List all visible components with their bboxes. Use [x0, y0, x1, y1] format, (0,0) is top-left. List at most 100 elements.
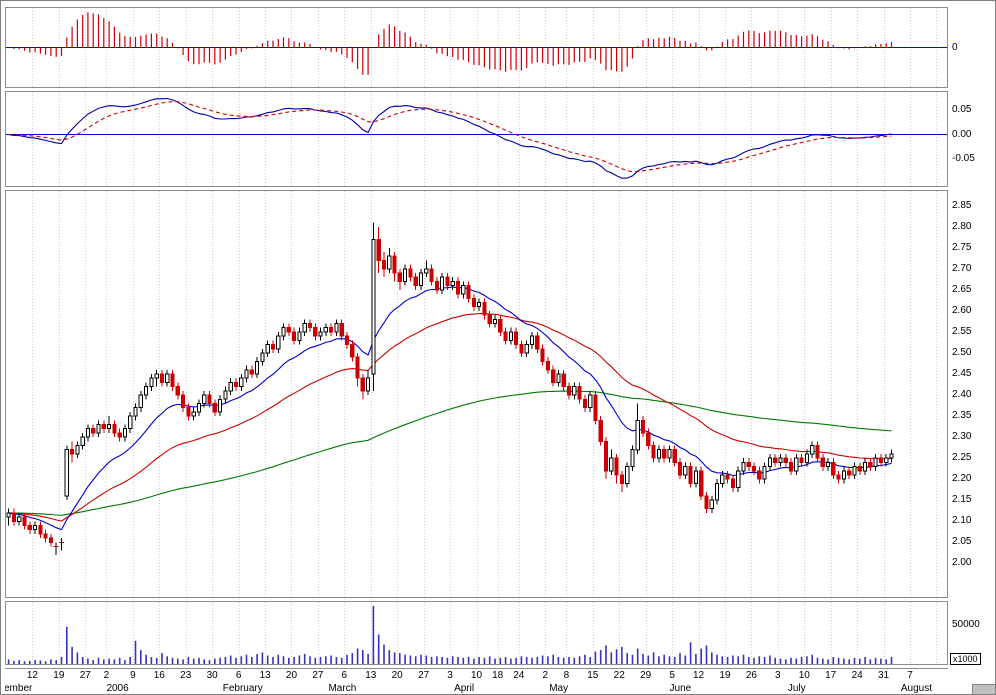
candle: [656, 449, 661, 459]
price-axis-label: 2.10: [952, 515, 972, 527]
date-axis-label: 12: [26, 670, 38, 681]
candle: [868, 461, 873, 468]
candle: [630, 449, 635, 468]
candle: [884, 457, 889, 463]
candle: [223, 390, 228, 400]
candle: [572, 386, 577, 396]
price-axis-label: 2.40: [952, 389, 972, 401]
candle: [662, 449, 667, 459]
candle: [461, 285, 466, 295]
candle: [841, 470, 846, 480]
candle: [233, 381, 239, 388]
candle: [376, 238, 381, 261]
candle: [683, 466, 688, 476]
month-axis-label: 2006: [106, 683, 129, 694]
candle: [11, 512, 17, 522]
month-axis-label: July: [787, 683, 806, 694]
date-axis: 12 19 27 2 9 16 23 30 6 13 20 27 6 13 20 27 3 10 18 24 2 8 15 2…: [5, 668, 948, 683]
candle: [408, 268, 413, 278]
candle: [794, 457, 799, 472]
candle: [149, 377, 154, 388]
price-axis-label: 2.35: [952, 410, 972, 422]
price-axis-label: 2.60: [952, 304, 972, 316]
candle: [788, 461, 794, 472]
candle: [773, 457, 778, 463]
candle: [270, 344, 276, 350]
month-axis-label: May: [549, 683, 569, 694]
candle: [27, 525, 32, 531]
candle: [307, 323, 313, 329]
candle: [736, 470, 741, 489]
candle: [646, 432, 651, 446]
candle: [397, 272, 402, 282]
candle: [239, 377, 244, 388]
volume-panel[interactable]: [5, 601, 948, 665]
candle: [96, 424, 101, 434]
candle: [688, 466, 693, 484]
candle: [603, 440, 609, 472]
candle: [878, 457, 883, 463]
date-axis-label: 23: [180, 670, 192, 681]
month-axis: ember 2006 February March April May June July Au…: [5, 682, 993, 694]
candle: [255, 360, 260, 375]
candle: [704, 495, 709, 510]
candle: [492, 318, 498, 325]
candle: [355, 356, 360, 379]
candle: [413, 276, 418, 287]
month-axis-label: April: [454, 683, 475, 694]
date-axis-label: 27: [79, 670, 91, 681]
candle: [323, 327, 328, 333]
volume-unit-badge: x1000: [950, 653, 981, 665]
candle: [746, 461, 751, 468]
candle: [249, 369, 254, 375]
candle: [48, 537, 53, 543]
date-axis-label: 3: [775, 670, 781, 681]
candle: [344, 335, 350, 346]
date-axis-label: 16: [153, 670, 165, 681]
date-axis-label: 19: [719, 670, 731, 681]
candle: [101, 424, 106, 430]
price-axis-label: 2.20: [952, 473, 972, 485]
candle: [17, 516, 22, 522]
candle: [302, 323, 307, 333]
candle: [202, 394, 207, 405]
price-axis-label: 2.50: [952, 346, 972, 358]
price-axis-label: 2.15: [952, 494, 972, 506]
candle: [292, 331, 297, 341]
price-axis-label: 2.55: [952, 325, 972, 337]
indicator-histogram-panel[interactable]: [5, 7, 948, 88]
candle: [714, 482, 720, 501]
candle: [677, 461, 683, 476]
candle: [741, 461, 746, 472]
scrollbar-corner[interactable]: [972, 684, 995, 694]
date-axis-label: 19: [53, 670, 65, 681]
candle: [429, 268, 434, 282]
date-axis-label: 8: [563, 670, 570, 681]
price-axis-label: 2.70: [952, 262, 972, 274]
candle: [720, 474, 725, 484]
candle: [381, 259, 387, 270]
candle: [524, 344, 529, 354]
candle: [857, 466, 862, 472]
candle: [70, 449, 75, 455]
macd-panel[interactable]: [5, 91, 948, 187]
week-gridlines: [32, 191, 937, 597]
candle: [487, 314, 492, 324]
candle: [112, 424, 117, 434]
candle: [165, 373, 170, 383]
candle: [329, 327, 334, 333]
candle: [75, 445, 80, 455]
price-plot: [6, 191, 937, 597]
candle: [757, 470, 762, 480]
candle: [159, 373, 165, 383]
candle: [529, 335, 535, 346]
candle: [334, 323, 339, 333]
candle: [614, 457, 619, 476]
candle: [418, 272, 424, 287]
price-panel[interactable]: [5, 190, 948, 598]
month-axis-label: June: [669, 683, 692, 694]
candle: [556, 373, 561, 383]
candle: [440, 276, 445, 291]
price-axis-label: 2.65: [952, 283, 972, 295]
histogram-axis-label: 0: [952, 41, 958, 53]
